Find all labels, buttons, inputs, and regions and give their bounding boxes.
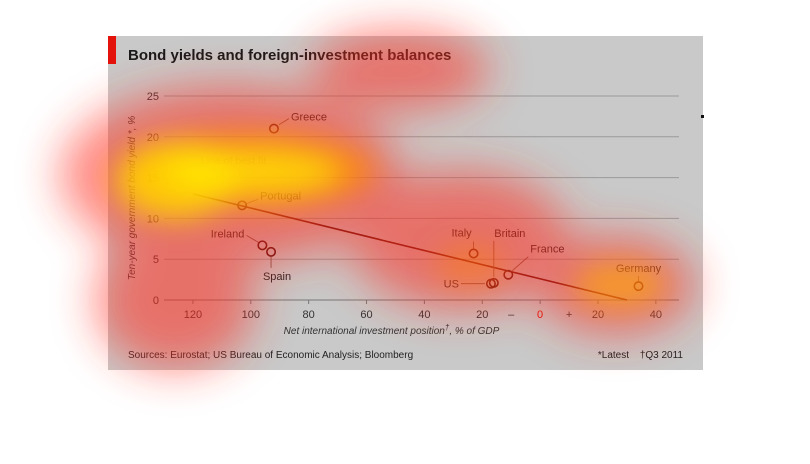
label-greece: Greece	[291, 112, 327, 124]
y-tick-label: 25	[147, 91, 159, 103]
x-tick-label: 0	[537, 309, 543, 321]
x-tick-label: 20	[592, 309, 604, 321]
footnote-latest: *Latest	[597, 350, 630, 361]
x-sign-label: –	[508, 309, 515, 321]
x-tick-label: 40	[418, 309, 430, 321]
point-greece	[268, 123, 279, 134]
label-britain: Britain	[494, 228, 525, 240]
source-note: Sources: Eurostat; US Bureau of Economic…	[128, 350, 414, 361]
scatter-plot: 0 5 10 15 20 25 120 100 80 60 40 20 0 20 40 – + Net inter…	[127, 91, 679, 337]
leader-portugal	[246, 198, 259, 204]
y-axis-label: Ten-year government bond yield *, %	[127, 116, 138, 280]
label-ireland: Ireland	[211, 228, 245, 240]
leader-ireland	[246, 234, 259, 243]
label-italy: Italy	[451, 227, 472, 239]
x-axis-label: Net international investment position†, …	[284, 323, 500, 337]
point-italy	[468, 248, 479, 259]
footnote-q3: †Q3 2011	[639, 350, 683, 361]
fit-line-label: Line of best fit	[201, 155, 266, 167]
label-spain: Spain	[263, 271, 291, 283]
footnotes: *Latest †Q3 2011	[590, 350, 683, 361]
x-sign-label: +	[566, 309, 572, 321]
point-germany	[633, 281, 644, 292]
chart-figure: Bond yields and foreign-investment balan…	[108, 36, 703, 370]
x-tick-label: 40	[650, 309, 662, 321]
y-tick-label: 15	[147, 173, 159, 185]
label-france: France	[530, 244, 564, 256]
x-tick-label: 120	[184, 309, 202, 321]
x-tick-label: 20	[476, 309, 488, 321]
y-tick-label: 5	[153, 254, 159, 266]
y-tick-label: 20	[147, 132, 159, 144]
edge-mark	[701, 115, 704, 118]
label-portugal: Portugal	[260, 190, 301, 202]
point-spain	[266, 246, 277, 257]
y-tick-label: 0	[153, 295, 159, 307]
x-tick-label: 80	[303, 309, 315, 321]
brand-accent-bar	[108, 36, 116, 64]
x-tick-label: 60	[360, 309, 372, 321]
label-germany: Germany	[616, 263, 662, 275]
leader-greece	[278, 118, 290, 125]
x-tick-label: 100	[242, 309, 260, 321]
y-tick-label: 10	[147, 213, 159, 225]
point-ireland	[257, 240, 268, 251]
label-us: US	[444, 279, 459, 291]
